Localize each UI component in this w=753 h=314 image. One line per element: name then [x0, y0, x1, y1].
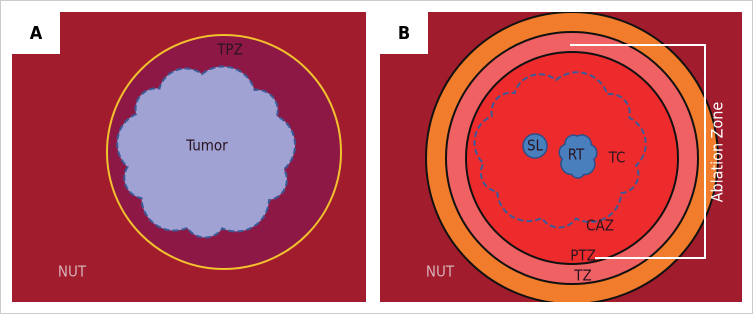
- panel-b: B SL RT TC CAZ PTZ TZ NUT Ablation Zone: [380, 12, 742, 304]
- panel-a: A TPZ Tumor NUT: [12, 12, 366, 302]
- zone-label: TPZ: [216, 41, 243, 59]
- caz-label: CAZ: [586, 217, 614, 235]
- satellite-label: SL: [527, 137, 544, 155]
- panel-label: B: [398, 23, 410, 44]
- background-label: NUT: [58, 263, 87, 281]
- panel-label: A: [30, 23, 43, 44]
- tumor-label: Tumor: [185, 137, 228, 155]
- residual-label: RT: [568, 146, 585, 164]
- figure: A TPZ Tumor NUT B SL RT TC CAZ PTZ TZ NU…: [0, 0, 753, 314]
- tumor-core-label: TC: [608, 149, 626, 167]
- ptz-label: PTZ: [570, 247, 596, 265]
- tz-label: TZ: [573, 267, 591, 285]
- bracket-label: Ablation Zone: [708, 102, 727, 203]
- background-label: NUT: [426, 263, 455, 281]
